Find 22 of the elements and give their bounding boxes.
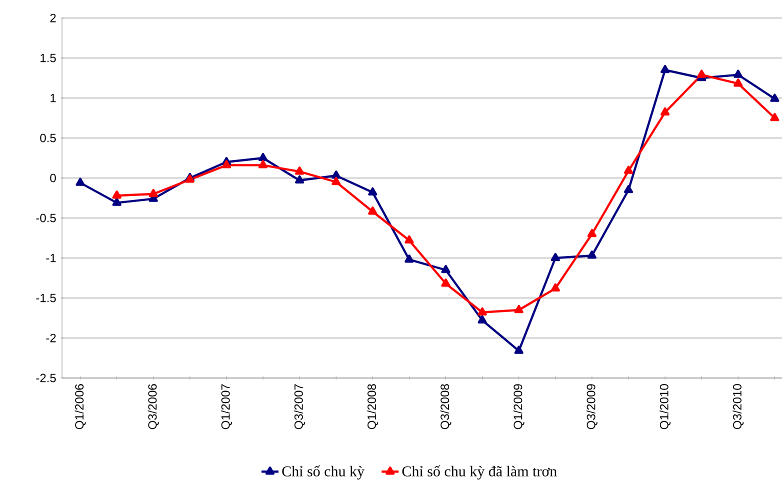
y-tick-label: -1	[46, 254, 56, 262]
y-tick-label: -2	[46, 334, 56, 342]
x-tick-label: Q3/2009	[586, 384, 598, 430]
x-tick-label: Q3/2010	[732, 384, 744, 430]
y-tick-label: 1.5	[40, 54, 56, 62]
x-tick-label: Q1/2007	[220, 384, 232, 430]
x-tick-label: Q3/2008	[440, 384, 452, 430]
y-tick-label: 0.5	[40, 134, 56, 142]
legend-label: Chỉ số chu kỳ	[282, 465, 364, 480]
x-tick-label: Q1/2010	[660, 384, 671, 430]
x-tick-label: Q3/2007	[294, 384, 306, 430]
x-tick-label: Q1/2006	[74, 384, 86, 430]
y-tick-label: -0.5	[36, 214, 56, 222]
x-tick-label: Q3/2006	[148, 384, 159, 430]
y-tick-label: 2	[50, 14, 56, 22]
y-tick-label: 0	[50, 174, 56, 182]
y-tick-label: -2.5	[36, 374, 56, 382]
x-tick-label: Q1/2008	[367, 384, 378, 430]
x-tick-label: Q1/2009	[513, 384, 524, 430]
y-tick-label: 1	[50, 94, 56, 102]
legend-label: Chỉ số chu kỳ đã làm trơn	[402, 465, 557, 480]
y-tick-label: -1.5	[36, 294, 56, 302]
